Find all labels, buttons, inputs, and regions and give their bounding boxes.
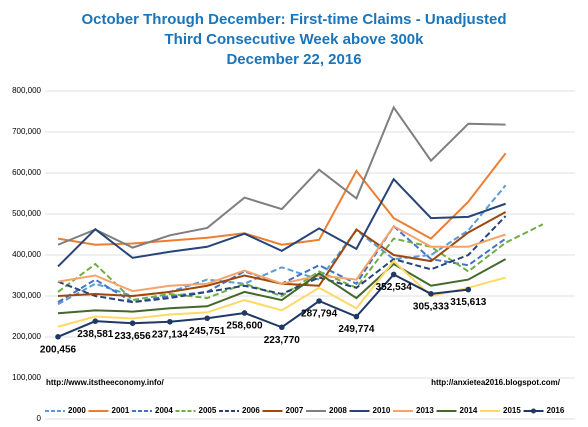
data-point	[204, 315, 210, 322]
annotation: http://www.itstheeconomy.info/	[46, 378, 165, 387]
y-tick-label: 400,000	[12, 250, 41, 259]
series-line	[57, 215, 507, 304]
legend-label: 2001	[112, 406, 130, 415]
series-line	[57, 177, 506, 268]
y-tick-label: 500,000	[12, 209, 41, 218]
data-point	[241, 310, 248, 316]
data-point	[55, 334, 61, 340]
data-label: 305,333	[413, 301, 450, 312]
series-line	[57, 223, 544, 302]
legend-label: 2010	[373, 406, 391, 415]
data-label: 238,581	[77, 329, 114, 340]
data-point	[353, 313, 360, 320]
annotation: http://anxietea2016.blogspot.com/	[431, 378, 561, 387]
series-line	[57, 105, 506, 249]
y-tick-label: 200,000	[12, 332, 41, 341]
y-tick-label: 700,000	[12, 127, 41, 136]
data-label: 249,774	[338, 324, 375, 335]
legend-label: 2004	[155, 406, 173, 415]
chart-title: Third Consecutive Week above 300k	[165, 31, 425, 48]
data-label: 258,600	[226, 321, 263, 332]
data-point	[129, 320, 136, 327]
series-line	[57, 258, 507, 315]
data-label: 352,534	[376, 282, 413, 293]
series-line	[57, 273, 469, 338]
data-label: 237,134	[152, 329, 189, 340]
chart-title: October Through December: First-time Cla…	[81, 11, 506, 28]
series-line	[57, 224, 506, 293]
legend-label: 2006	[242, 406, 260, 415]
data-point	[316, 298, 322, 304]
legend-label: 2007	[286, 406, 304, 415]
y-tick-label: 600,000	[12, 168, 41, 177]
chart-title: December 22, 2016	[226, 51, 361, 68]
y-tick-label: 800,000	[12, 86, 41, 95]
data-point	[92, 318, 99, 324]
data-label: 245,751	[189, 326, 226, 337]
legend-label: 2008	[329, 406, 347, 415]
data-label: 200,456	[40, 344, 77, 355]
y-tick-label: 300,000	[12, 291, 41, 300]
y-tick-label: 0	[37, 414, 42, 423]
data-label: 287,794	[301, 309, 338, 320]
legend-label: 2000	[68, 406, 86, 415]
data-point	[465, 286, 472, 293]
legend-marker	[531, 408, 536, 414]
legend-label: 2005	[199, 406, 217, 415]
data-label: 223,770	[264, 335, 301, 346]
data-point	[279, 324, 285, 331]
series-line	[57, 152, 507, 246]
data-label: 233,656	[115, 331, 152, 342]
legend-label: 2013	[416, 406, 434, 415]
y-tick-label: 100,000	[12, 373, 41, 382]
legend-label: 2015	[503, 406, 521, 415]
data-point	[428, 291, 434, 297]
legend-label: 2014	[460, 406, 478, 415]
legend-label: 2016	[547, 406, 565, 415]
data-point	[167, 318, 173, 325]
series-line	[57, 224, 507, 304]
data-point	[390, 271, 397, 278]
data-label: 315,613	[450, 297, 487, 308]
